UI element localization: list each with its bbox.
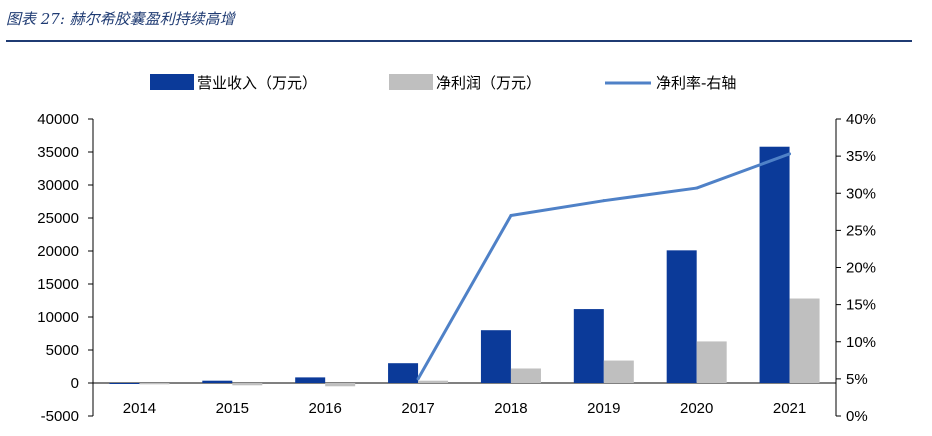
profit-bar (139, 383, 170, 385)
y-right-tick-label: 25% (846, 222, 876, 239)
legend-label-margin: 净利率-右轴 (656, 74, 736, 92)
legend-label-revenue: 营业收入（万元） (197, 74, 317, 92)
net-margin-point (509, 214, 513, 218)
y-right-tick-label: 35% (846, 148, 876, 165)
profit-bar (603, 360, 634, 383)
revenue-bar (759, 146, 790, 383)
revenue-bar (480, 330, 511, 383)
profit-bar (325, 383, 356, 387)
x-tick-label: 2017 (401, 400, 434, 417)
title-rule (6, 40, 912, 42)
y-right-tick-label: 0% (846, 408, 868, 425)
profit-bar (418, 380, 449, 383)
y-left-tick-label: 0 (71, 375, 79, 392)
revenue-bar (202, 380, 233, 383)
profit-bar (696, 341, 727, 383)
y-left-tick-label: 5000 (46, 342, 79, 359)
x-tick-label: 2014 (123, 400, 156, 417)
y-left-tick-label: 25000 (37, 210, 79, 227)
x-tick-label: 2021 (773, 400, 806, 417)
y-left-tick-label: 35000 (37, 144, 79, 161)
profit-bar (232, 383, 263, 386)
legend-swatch-profit (389, 74, 433, 90)
y-right-tick-label: 15% (846, 297, 876, 314)
net-margin-point (788, 152, 792, 156)
revenue-bar (573, 309, 604, 383)
net-margin-point (416, 377, 420, 381)
y-left-tick-label: -5000 (41, 408, 79, 425)
x-tick-label: 2016 (309, 400, 342, 417)
revenue-bar (666, 250, 697, 383)
y-right-tick-label: 30% (846, 185, 876, 202)
x-tick-label: 2015 (216, 400, 249, 417)
y-right-tick-label: 40% (846, 111, 876, 128)
revenue-bar (388, 363, 419, 383)
net-margin-point (695, 186, 699, 190)
y-left-tick-label: 30000 (37, 177, 79, 194)
y-left-tick-label: 10000 (37, 309, 79, 326)
x-tick-label: 2020 (680, 400, 713, 417)
y-right-tick-label: 20% (846, 260, 876, 277)
revenue-bar (109, 383, 140, 384)
x-tick-label: 2019 (587, 400, 620, 417)
net-margin-point (602, 199, 606, 203)
legend-swatch-revenue (150, 74, 194, 90)
y-left-tick-label: 20000 (37, 243, 79, 260)
y-left-tick-label: 15000 (37, 276, 79, 293)
x-tick-label: 2018 (494, 400, 527, 417)
y-left-tick-label: 40000 (37, 111, 79, 128)
profit-bar (789, 298, 820, 383)
profit-bar (510, 368, 541, 383)
y-right-tick-label: 10% (846, 334, 876, 351)
figure-title: 图表 27: 赫尔希胶囊盈利持续高增 (6, 10, 235, 28)
y-right-tick-label: 5% (846, 371, 868, 388)
revenue-bar (295, 377, 326, 383)
legend-label-profit: 净利润（万元） (436, 74, 541, 92)
